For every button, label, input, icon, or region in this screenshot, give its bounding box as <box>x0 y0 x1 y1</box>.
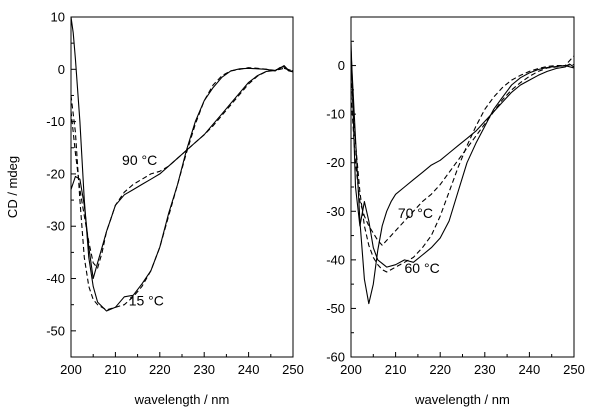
y-axis-label: CD / mdeg <box>5 156 20 218</box>
x-tick-label: 200 <box>340 362 362 377</box>
curve-annotation: 60 °C <box>405 260 440 276</box>
y-tick-label: -30 <box>326 204 345 219</box>
curve-annotation: 90 °C <box>122 152 157 168</box>
y-tick-label: -20 <box>46 166 65 181</box>
series-line-solid <box>71 65 293 280</box>
x-tick-label: 210 <box>385 362 407 377</box>
curve-annotation: 15 °C <box>129 293 164 309</box>
series-line-dashed <box>351 55 574 246</box>
x-axis-label: wavelength / nm <box>414 392 510 407</box>
plot-frame <box>350 16 575 358</box>
x-tick-label: 220 <box>149 362 171 377</box>
series-line-dashed <box>71 67 293 311</box>
y-tick-label: -50 <box>326 301 345 316</box>
y-tick-label: -50 <box>46 323 65 338</box>
y-tick-label: 0 <box>338 58 345 73</box>
plot-frame <box>70 16 294 358</box>
x-tick-label: 250 <box>563 362 585 377</box>
x-tick-label: 240 <box>238 362 260 377</box>
x-tick-label: 200 <box>60 362 82 377</box>
series-line-dashed <box>351 64 574 273</box>
series-line-solid <box>351 41 574 268</box>
y-tick-label: 10 <box>51 10 65 25</box>
series-line-solid <box>71 17 293 312</box>
chart-panel-left: 200 210 220 230 240 250 10 0 -10 -20 -30 -40 -50 wave… <box>5 10 304 408</box>
y-tick-label: -20 <box>326 155 345 170</box>
y-tick-label: -10 <box>46 114 65 129</box>
x-tick-label: 230 <box>474 362 496 377</box>
y-tick-label: -40 <box>46 271 65 286</box>
x-tick-label: 220 <box>429 362 451 377</box>
x-tick-label: 210 <box>105 362 127 377</box>
y-tick-label: 0 <box>58 62 65 77</box>
chart-panel-right: 200 210 220 230 240 250 0 -10 -20 -30 -40 -50 -60 wav… <box>326 16 585 407</box>
x-axis-label: wavelength / nm <box>134 392 230 407</box>
x-tick-label: 230 <box>193 362 215 377</box>
y-tick-label: -40 <box>326 252 345 267</box>
x-tick-label: 250 <box>282 362 304 377</box>
series-line-solid <box>351 50 574 305</box>
y-tick-label: -30 <box>46 219 65 234</box>
series-line-dashed <box>71 67 293 269</box>
y-tick-label: -60 <box>326 350 345 365</box>
curve-annotation: 70 °C <box>398 205 433 221</box>
y-tick-label: -10 <box>326 107 345 122</box>
x-tick-label: 240 <box>519 362 541 377</box>
